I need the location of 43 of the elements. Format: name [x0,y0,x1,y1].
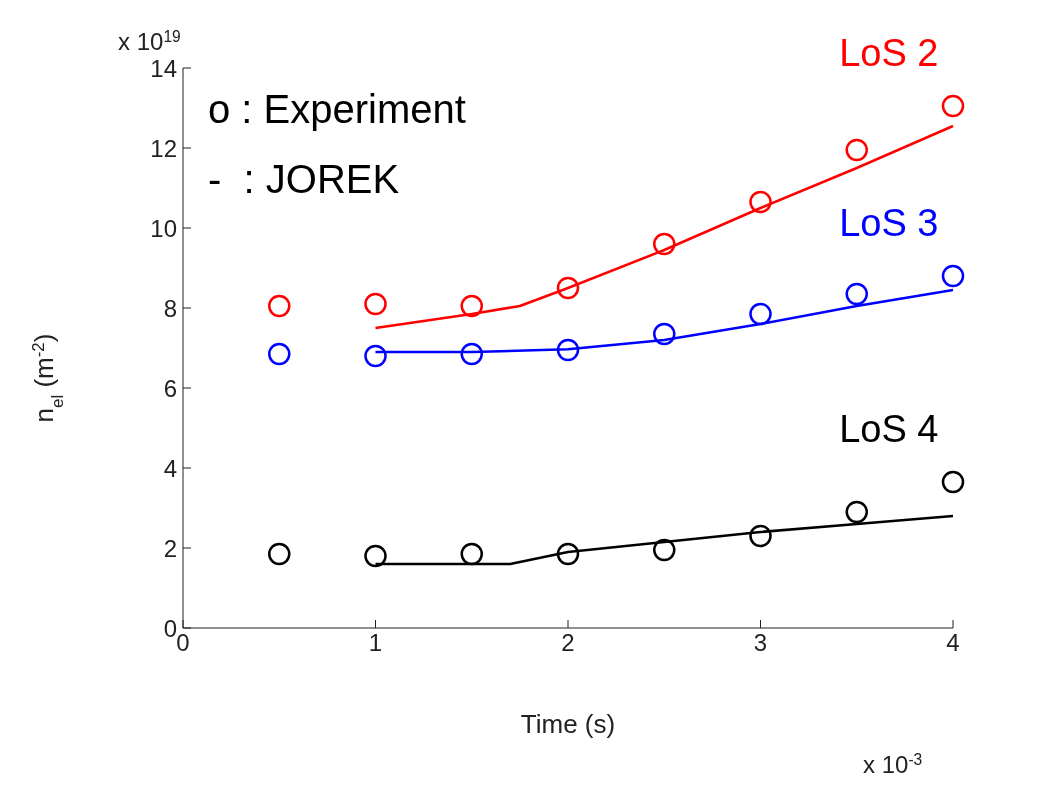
point [749,524,772,548]
point [653,322,676,346]
y-tick-label: 4 [163,454,177,482]
point [268,542,291,566]
y-tick-label: 12 [150,134,177,162]
point [941,264,965,288]
x-tick-label: 2 [561,629,575,657]
x-tick-label: 1 [368,629,383,657]
y-tick-label: 6 [163,374,177,402]
point [749,302,772,326]
y-tick-label: 14 [150,54,177,82]
text: x 10$^{19}$ [118,27,181,55]
point [749,190,772,214]
series-label: LoS 3 [839,202,939,245]
y-tick-label: 8 [163,294,177,322]
annotation: - : JOREK [208,157,400,201]
y-tick-label: 10 [150,214,177,242]
point [845,282,868,306]
point [845,500,868,524]
series-label: LoS 4 [839,408,939,451]
point [556,276,580,300]
point [460,542,483,566]
point [364,544,387,568]
y-tick-label: 2 [163,534,177,562]
point [364,344,387,368]
point [364,292,387,316]
point [460,294,483,318]
annotation: o : Experiment [208,87,466,131]
text: x 10$^{-3}$ [863,750,923,778]
series-label: LoS 2 [839,32,939,75]
point [268,342,291,366]
x-tick-label: 4 [946,629,960,657]
point [941,94,965,118]
point [556,338,580,362]
point [268,294,291,318]
x-axis-title: Time (s) [520,709,616,739]
x-tick-label: 3 [753,629,768,657]
point [556,542,580,566]
point [460,342,483,366]
point [653,538,676,562]
point [653,232,676,256]
point [941,470,965,494]
point [845,138,868,162]
